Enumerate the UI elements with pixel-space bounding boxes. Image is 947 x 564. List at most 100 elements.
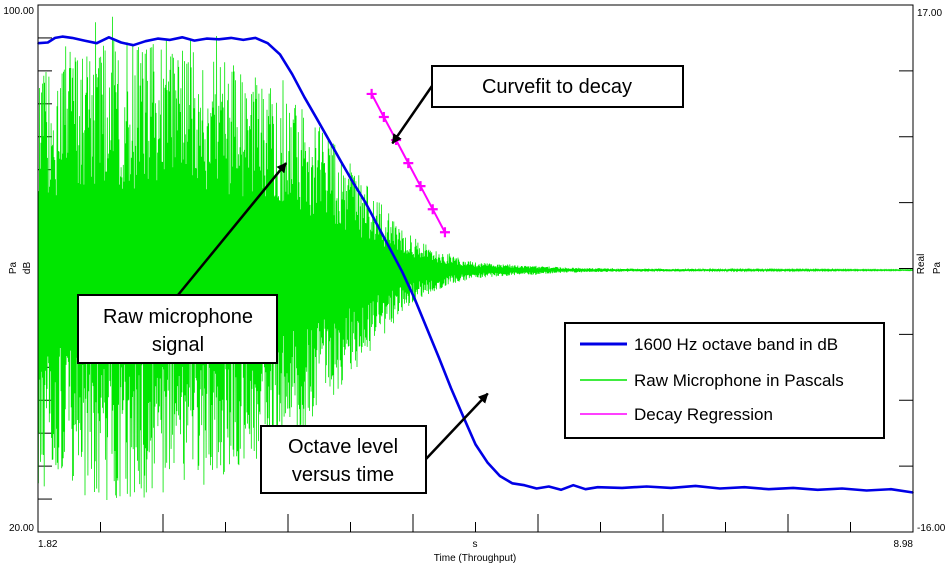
octave-band-point	[865, 489, 868, 492]
annotation-curvefit-text: Curvefit to decay	[482, 76, 632, 98]
octave-band-point	[156, 37, 159, 40]
octave-band-point	[511, 482, 513, 485]
octave-band-point	[474, 443, 477, 446]
octave-band-point	[560, 489, 562, 491]
left-axis-label-pa: Pa	[8, 261, 19, 274]
annotation-octave-line2: versus time	[292, 464, 394, 486]
right-axis-top-label: 17.00	[917, 8, 942, 19]
octave-band-point	[193, 39, 196, 42]
octave-band-point	[218, 38, 220, 41]
octave-band-point	[254, 37, 257, 39]
octave-band-point	[95, 42, 98, 45]
decay-regression-point	[427, 204, 438, 215]
octave-band-point	[54, 37, 56, 39]
octave-band-point	[719, 487, 721, 490]
octave-band-point	[132, 44, 135, 46]
annotation-curvefit-box	[431, 65, 684, 108]
annotation-raw-line2: signal	[152, 334, 204, 356]
octave-band-point	[438, 356, 440, 359]
annotation-arrow-curvefit	[391, 85, 434, 145]
octave-band-point	[315, 117, 318, 120]
legend-entry-microphone: Raw Microphone in Pascals	[634, 371, 844, 390]
octave-band-point	[169, 39, 171, 41]
octave-band-point	[450, 387, 452, 390]
octave-band-point	[767, 488, 770, 490]
raw-microphone-trace	[37, 16, 914, 501]
decay-regression-point	[415, 181, 426, 192]
octave-band-point	[486, 462, 489, 464]
left-axis-label-db: dB	[22, 262, 33, 275]
annotation-octave-level: Octave level versus time	[260, 425, 427, 494]
decay-regression-point	[366, 88, 377, 99]
octave-band-point	[46, 41, 49, 44]
octave-band-point	[205, 37, 208, 40]
decay-regression-point	[378, 111, 389, 122]
right-axis-label-real: Real	[916, 254, 927, 275]
octave-band-point	[61, 35, 64, 38]
annotation-raw-microphone: Raw microphone signal	[77, 294, 278, 364]
octave-band-point	[792, 487, 795, 489]
octave-band-point	[621, 487, 623, 489]
annotation-curvefit: Curvefit to decay	[431, 65, 684, 108]
octave-band-point	[266, 42, 269, 45]
octave-band-point	[694, 485, 697, 487]
annotation-octave-box	[260, 425, 427, 494]
octave-band-point	[303, 96, 306, 99]
octave-band-point	[584, 488, 587, 490]
raw-microphone-series	[37, 16, 914, 501]
x-axis-max-label: 8.98	[894, 539, 914, 550]
octave-band-point	[328, 139, 330, 141]
annotation-arrow-octave	[425, 392, 489, 460]
octave-band-point	[462, 415, 465, 418]
octave-band-point	[401, 270, 403, 273]
octave-band-point	[645, 485, 648, 488]
octave-band-point	[120, 41, 122, 44]
octave-band-point	[841, 487, 843, 490]
octave-band-point	[743, 486, 746, 489]
octave-band-point	[340, 160, 342, 163]
octave-band-point	[71, 37, 74, 39]
octave-band-point	[670, 487, 672, 489]
legend-entry-regression: Decay Regression	[634, 405, 773, 424]
octave-band-point	[523, 484, 526, 487]
octave-band-point	[413, 297, 416, 299]
octave-band-point	[83, 39, 86, 42]
octave-band-point	[572, 484, 575, 487]
octave-band-point	[279, 53, 281, 56]
annotation-octave-line1: Octave level	[288, 436, 398, 458]
right-axis-bottom-label: -16.00	[917, 523, 946, 534]
octave-band-point	[181, 36, 184, 39]
octave-band-point	[230, 37, 232, 39]
left-axis-bottom-label: 20.00	[9, 523, 34, 534]
octave-band-point	[535, 487, 538, 490]
octave-band-point	[548, 485, 550, 488]
octave-band-point	[144, 40, 147, 43]
annotation-raw-box	[77, 294, 278, 364]
x-axis-min-label: 1.82	[38, 539, 58, 550]
octave-band-point	[108, 36, 110, 39]
octave-band-point	[389, 247, 391, 250]
octave-band-point	[890, 488, 892, 490]
octave-band-point	[242, 39, 245, 41]
right-axis-label-pa: Pa	[932, 261, 943, 274]
x-axis-unit: s	[473, 539, 478, 550]
annotation-arrow-raw	[177, 162, 288, 296]
decay-regression-point	[403, 158, 414, 169]
x-axis-title: Time (Throughput)	[434, 553, 516, 564]
octave-band-point	[376, 224, 379, 227]
annotation-arrows	[177, 85, 489, 460]
octave-band-point	[291, 73, 293, 75]
left-axis-top-label: 100.00	[3, 6, 34, 17]
octave-band-point	[425, 326, 428, 329]
legend: 1600 Hz octave band in dB Raw Microphone…	[564, 322, 885, 439]
annotation-raw-line1: Raw microphone	[103, 306, 253, 328]
plot-frame	[37, 4, 914, 533]
octave-band-point	[352, 182, 355, 184]
octave-band-point	[499, 475, 501, 477]
decay-regression-point	[439, 227, 450, 238]
octave-band-point	[364, 201, 367, 204]
legend-entry-octave: 1600 Hz octave band in dB	[634, 335, 838, 354]
octave-band-point	[816, 489, 819, 491]
octave-band-point	[596, 486, 599, 489]
